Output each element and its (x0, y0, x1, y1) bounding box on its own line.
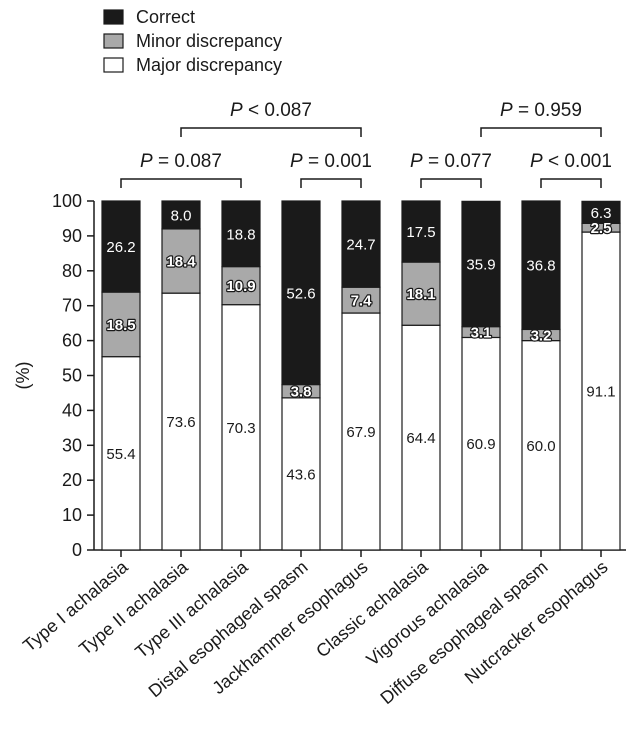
data-label: 18.4 (166, 254, 196, 271)
data-label: 70.3 (226, 420, 255, 437)
data-label: 35.9 (466, 256, 495, 273)
data-label: 3.2 (531, 328, 552, 345)
y-tick-label: 90 (62, 226, 82, 246)
bar-segment (581, 200, 621, 224)
bar-segment (461, 336, 501, 551)
legend: Correct Minor discrepancy Major discrepanc… (103, 7, 282, 75)
legend-swatch (103, 9, 124, 25)
comparison-bracket (420, 178, 482, 188)
legend-swatch (103, 33, 124, 49)
comparison-label: P = 0.087 (140, 151, 222, 172)
data-label: 2.5 (591, 220, 612, 237)
bar-segment (161, 200, 201, 230)
bar-segment (401, 200, 441, 263)
category-label: Type I achalasia (19, 556, 132, 656)
comparison-bracket (180, 127, 362, 137)
data-label: 91.1 (586, 384, 615, 401)
data-label: 26.2 (106, 239, 135, 256)
data-label: 6.3 (591, 205, 612, 222)
bar-segment (461, 200, 501, 328)
comparison-bracket (300, 178, 362, 188)
data-label: 43.6 (286, 466, 315, 483)
data-label: 18.5 (106, 317, 135, 334)
bar-segment (101, 356, 141, 551)
comparison-label: P < 0.087 (230, 100, 312, 121)
bar-segment (401, 324, 441, 551)
data-label: 24.7 (346, 237, 375, 254)
data-label: 17.5 (406, 224, 435, 241)
data-label: 18.1 (406, 286, 435, 303)
data-label: 3.8 (291, 384, 312, 401)
y-tick-label: 70 (62, 296, 82, 316)
data-label: 52.6 (286, 285, 315, 302)
comparison-bracket (480, 127, 602, 137)
data-label: 73.6 (166, 414, 195, 431)
legend-label: Minor discrepancy (136, 31, 282, 51)
legend-swatch (103, 57, 124, 73)
comparison-label: P = 0.959 (500, 100, 582, 121)
y-tick-label: 50 (62, 366, 82, 386)
y-tick-label: 20 (62, 470, 82, 490)
bars: 55.4 18.5 26.2 73.6 18.4 8.0 70.3 10.9 18.8 43.6 3… (101, 200, 621, 551)
bar-segment (221, 266, 261, 306)
bar-segment (521, 200, 561, 331)
bar-segment (161, 228, 201, 294)
y-tick-label: 10 (62, 505, 82, 525)
data-label: 7.4 (351, 293, 373, 310)
bar-segment (341, 286, 381, 314)
legend-label: Major discrepancy (136, 55, 282, 75)
axes: 0 10 20 30 40 50 60 70 80 90 100 (%) (13, 191, 626, 560)
data-label: 36.8 (526, 258, 555, 275)
category-label: Type II achalasia (75, 556, 192, 659)
comparison-bracket (120, 178, 242, 188)
y-tick-label: 100 (52, 191, 82, 211)
y-tick-label: 30 (62, 435, 82, 455)
comparison-label: P < 0.001 (530, 151, 612, 172)
bar-segment (221, 304, 261, 551)
data-label: 60.9 (466, 436, 495, 453)
significance-brackets: P = 0.087 P = 0.001 P = 0.077 P < 0.001 P < … (120, 100, 612, 188)
bar-segment (101, 291, 141, 358)
data-label: 8.0 (171, 207, 192, 224)
bar-segment (341, 312, 381, 551)
y-tick-label: 60 (62, 331, 82, 351)
bar-segment (341, 200, 381, 288)
bar-segment (281, 200, 321, 386)
legend-label: Correct (136, 7, 195, 27)
data-label: 60.0 (526, 438, 555, 455)
comparison-label: P = 0.077 (410, 151, 492, 172)
y-tick-label: 80 (62, 261, 82, 281)
data-label: 10.9 (226, 278, 255, 295)
bar-segment (401, 261, 441, 326)
data-label: 67.9 (346, 424, 375, 441)
y-axis-label: (%) (13, 362, 33, 390)
data-label: 64.4 (406, 430, 435, 447)
bar-segment (101, 200, 141, 293)
data-label: 55.4 (106, 446, 135, 463)
data-label: 3.1 (471, 325, 492, 342)
comparison-label: P = 0.001 (290, 151, 372, 172)
data-label: 18.8 (226, 226, 255, 243)
y-tick-label: 40 (62, 400, 82, 420)
y-tick-label: 0 (72, 540, 82, 560)
comparison-bracket (540, 178, 602, 188)
bar-segment (221, 200, 261, 268)
